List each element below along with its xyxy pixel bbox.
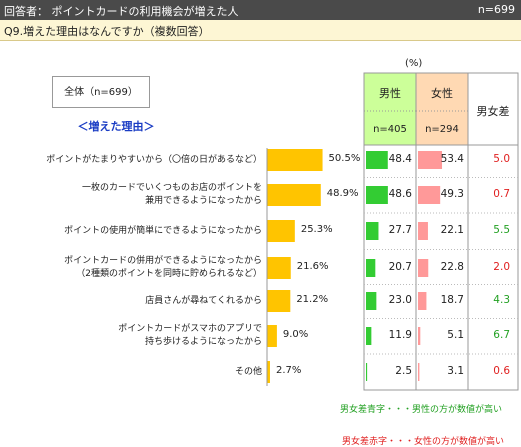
overall-bar (267, 149, 323, 171)
respondent-title: 回答者： ポイントカードの利用機会が増えた人 (4, 5, 239, 18)
legend-blue-note: 男女差青字・・・男性の方が数値が高い (340, 405, 503, 415)
male-value-label: 48.4 (388, 153, 412, 165)
female-n-label: n=294 (425, 124, 459, 135)
diff-value-label: 0.6 (493, 365, 510, 377)
overall-value-label: 21.6% (296, 261, 329, 272)
overall-bar (267, 290, 291, 312)
female-value-label: 53.4 (440, 153, 464, 165)
male-value-label: 48.6 (388, 188, 412, 200)
legend-red-note: 男女差赤字・・・女性の方が数値が高い (342, 437, 505, 447)
question-text: Q9.増えた理由はなんですか（複数回答） (4, 25, 210, 38)
category-label-line: 持ち歩けるようになったから (144, 337, 262, 347)
overall-value-label: 2.7% (275, 365, 302, 376)
category-label-line: ポイントの使用が簡単にできるようになったから (64, 225, 262, 236)
header-bar: 回答者： ポイントカードの利用機会が増えた人 n=699 (0, 0, 521, 20)
overall-value-label: 9.0% (282, 329, 309, 340)
diff-header-label: 男女差 (476, 105, 510, 118)
male-n-label: n=405 (373, 124, 407, 135)
overall-bar (267, 257, 291, 279)
overall-bar (267, 184, 321, 206)
overall-value-label: 50.5% (328, 153, 361, 164)
reason-label: ＜増えた理由＞ (77, 120, 155, 133)
category-label-line: 一枚のカードでいくつものお店のポイントを (81, 183, 262, 193)
overall-value-label: 25.3% (300, 224, 333, 235)
diff-value-label: 0.7 (493, 188, 510, 200)
overall-bar (267, 220, 295, 242)
female-value-label: 18.7 (440, 294, 464, 306)
overall-value-label: 21.2% (296, 294, 329, 305)
male-value-label: 20.7 (388, 261, 412, 273)
female-value-label: 5.1 (447, 329, 464, 341)
category-label-line: 店員さんが尋ねてくれるから (145, 295, 262, 306)
female-value-label: 22.8 (440, 261, 464, 273)
male-header-label: 男性 (379, 87, 401, 100)
male-value-label: 27.7 (388, 224, 412, 236)
category-label-line: ポイントカードがスマホのアプリで (118, 324, 262, 334)
female-value-label: 22.1 (440, 224, 464, 236)
total-box: 全体（n=699） (52, 76, 150, 108)
female-value-label: 3.1 (447, 365, 464, 377)
diff-value-label: 6.7 (493, 329, 510, 341)
category-label-line: ポイントがたまりやすいから（〇倍の日があるなど） (46, 154, 262, 165)
unit-label: (%) (405, 58, 423, 69)
category-label-line: ポイントカードの併用ができるようになったから (64, 256, 262, 266)
overall-bar (267, 325, 277, 347)
diff-value-label: 5.0 (493, 153, 510, 165)
female-header-label: 女性 (431, 87, 453, 100)
diff-value-label: 2.0 (493, 261, 510, 273)
sample-size: n=699 (477, 3, 515, 16)
category-label-line: 兼用できるようになったから (145, 196, 262, 206)
diff-value-label: 4.3 (493, 294, 510, 306)
overall-bar (267, 361, 270, 383)
category-label-line: （2種類のポイントを同時に貯められるなど） (76, 269, 262, 279)
question-bar: Q9.増えた理由はなんですか（複数回答） (0, 20, 521, 41)
overall-value-label: 48.9% (326, 188, 359, 199)
female-value-label: 49.3 (440, 188, 464, 200)
male-value-label: 23.0 (388, 294, 412, 306)
male-value-label: 2.5 (395, 365, 412, 377)
diff-value-label: 5.5 (493, 224, 510, 236)
male-value-label: 11.9 (388, 329, 412, 341)
category-label-line: その他 (234, 366, 262, 377)
